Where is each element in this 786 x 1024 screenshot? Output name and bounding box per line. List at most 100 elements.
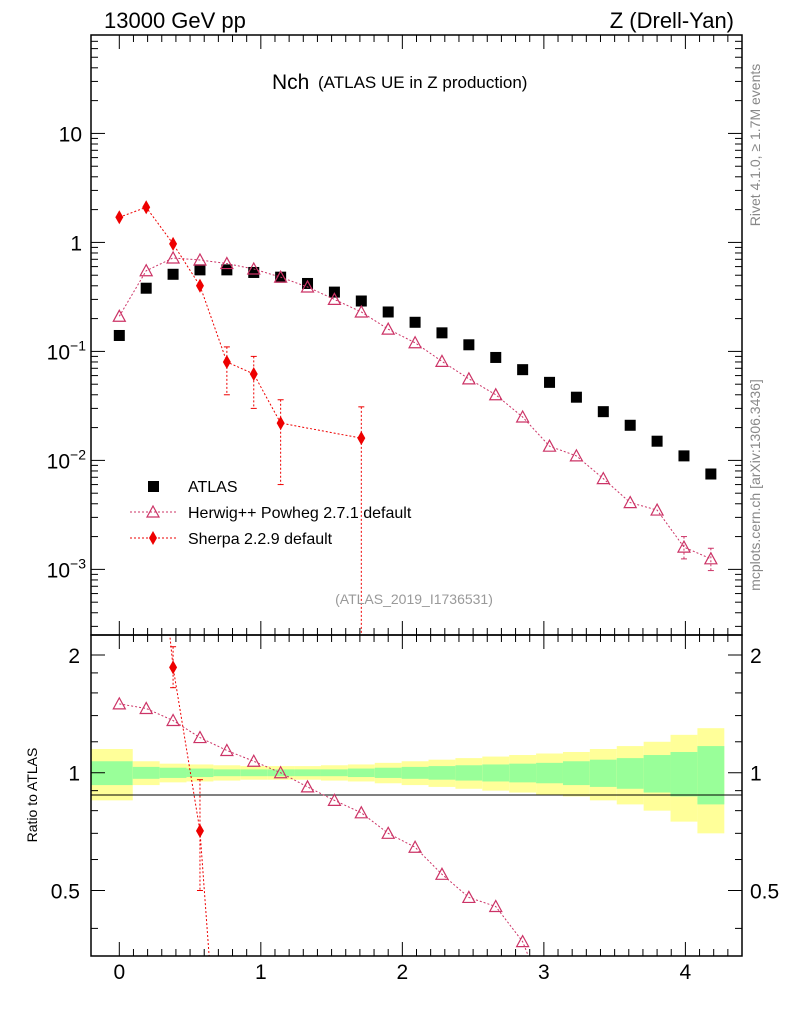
ratio-series: [112, 635, 530, 956]
legend-marker-atlas: [148, 481, 159, 492]
herwig-ratio-line: [119, 703, 529, 956]
ratio-frame: [90, 634, 743, 957]
herwig-point: [461, 371, 476, 385]
atlas-point: [517, 364, 529, 376]
herwig-ratio-point: [112, 696, 127, 710]
herwig-ratio-point: [408, 839, 423, 853]
atlas-point: [382, 306, 394, 318]
legend-label-sherpa: Sherpa 2.2.9 default: [188, 531, 333, 548]
ratio-xtick-label: 2: [397, 961, 409, 984]
atlas-point: [597, 406, 609, 418]
header-right: Z (Drell-Yan): [609, 8, 734, 33]
ratio-ytick-label-left: 2: [68, 645, 80, 668]
herwig-point: [488, 387, 503, 401]
herwig-ratio-point: [461, 890, 476, 904]
ratio-xtick-label: 1: [255, 961, 267, 984]
sherpa-line: [119, 206, 362, 439]
herwig-point: [192, 252, 207, 266]
ratio-band-stat: [401, 766, 429, 779]
ratio-xtick-label: 0: [113, 961, 125, 984]
herwig-point: [542, 438, 557, 452]
ratio-band-stat: [589, 759, 617, 787]
sherpa-point: [195, 278, 204, 293]
sherpa-point: [357, 431, 366, 446]
herwig-ratio-point: [515, 934, 530, 948]
herwig-point: [381, 321, 396, 335]
ratio-ylabel: Ratio to ATLAS: [24, 748, 40, 843]
herwig-point: [596, 471, 611, 485]
ratio-ytick-label-left: 1: [68, 763, 80, 786]
analysis-watermark: (ATLAS_2019_I1736531): [335, 591, 493, 607]
side-label-mcplots: mcplots.cern.ch [arXiv:1306.3436]: [747, 379, 763, 591]
ratio-ytick-label-right: 0.5: [750, 880, 779, 903]
atlas-point: [328, 286, 340, 298]
main-ytick-label: 10−2: [47, 446, 87, 473]
atlas-point: [140, 282, 152, 294]
sherpa-point: [249, 367, 258, 382]
sherpa-ratio-point: [195, 823, 204, 838]
herwig-point: [273, 269, 288, 283]
sherpa-point: [142, 200, 151, 215]
herwig-point: [623, 495, 638, 509]
herwig-point: [408, 335, 423, 349]
ratio-band-stat: [616, 758, 644, 789]
sherpa-point: [169, 236, 178, 251]
ratio-band-stat: [186, 768, 214, 778]
ratio-ytick-label-left: 0.5: [51, 880, 80, 903]
atlas-point: [463, 339, 475, 351]
legend-label-atlas: ATLAS: [188, 479, 238, 496]
herwig-ratio-point: [246, 754, 261, 767]
ratio-band-stat: [697, 746, 725, 805]
ratio-band-stat: [374, 767, 402, 778]
atlas-point: [651, 435, 663, 447]
atlas-point: [544, 376, 556, 388]
ratio-xtick-label: 3: [538, 961, 550, 984]
ratio-band-stat: [91, 761, 133, 786]
herwig-point: [515, 409, 530, 423]
legend-marker-herwig: [145, 504, 161, 518]
ratio-band-stat: [294, 769, 321, 777]
atlas-point: [302, 277, 314, 289]
sherpa-ratio-point: [169, 660, 178, 675]
herwig-ratio-point: [219, 743, 234, 757]
herwig-point: [112, 309, 127, 322]
ratio-band-stat: [562, 761, 590, 786]
ratio-axis: 0.5 0.5 1 1 2 2 0 1 2 3 4: [51, 635, 779, 984]
herwig-ratio-point: [300, 779, 315, 793]
herwig-point: [650, 502, 665, 516]
atlas-point: [705, 468, 717, 480]
sherpa-point: [222, 354, 231, 369]
header-left: 13000 GeV pp: [104, 8, 246, 33]
legend-marker-sherpa: [149, 531, 157, 545]
herwig-ratio-point: [192, 730, 207, 744]
plot-title-main: Nch: [272, 71, 309, 94]
herwig-ratio-point: [273, 765, 288, 779]
ratio-band-stat: [482, 764, 510, 782]
main-ytick-label: 1: [70, 232, 82, 255]
ratio-uncertainty-bands: [91, 728, 725, 834]
ratio-band-stat: [643, 755, 671, 793]
ratio-band-stat: [132, 766, 160, 779]
herwig-point: [166, 250, 181, 264]
herwig-point: [300, 279, 315, 293]
herwig-point: [139, 263, 154, 277]
atlas-point: [355, 295, 367, 307]
main-ytick-label: 10: [59, 123, 82, 146]
ratio-band-stat: [159, 767, 187, 778]
ratio-band-stat: [455, 765, 483, 781]
sherpa-point: [115, 210, 124, 225]
herwig-point: [327, 292, 342, 306]
herwig-ratio-point: [434, 867, 449, 880]
ratio-ytick-label-right: 1: [750, 763, 762, 786]
ratio-band-stat: [428, 766, 456, 780]
side-label-rivet: Rivet 4.1.0, ≥ 1.7M events: [747, 64, 763, 227]
sherpa-point: [276, 416, 285, 431]
main-axis: 10 1 10−1 10−2 10−3: [47, 34, 743, 635]
ratio-xtick-label: 4: [680, 961, 692, 984]
herwig-point: [676, 539, 691, 553]
herwig-point: [703, 551, 718, 565]
herwig-ratio-point: [354, 805, 369, 819]
atlas-point: [113, 329, 125, 341]
ratio-band-stat: [213, 769, 241, 777]
